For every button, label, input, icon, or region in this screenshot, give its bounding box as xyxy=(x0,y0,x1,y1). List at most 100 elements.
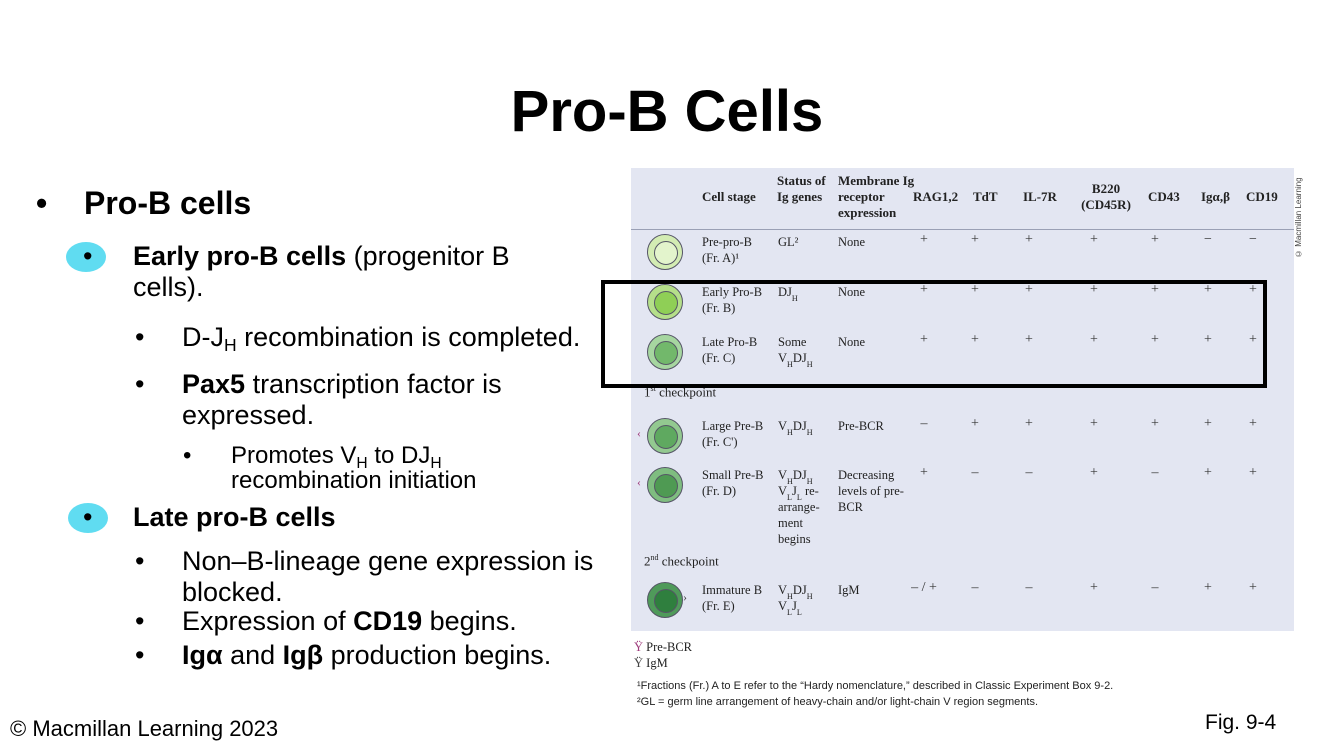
footnote-2: ²GL = germ line arrangement of heavy-cha… xyxy=(637,696,1039,708)
row-ig-status: VHDJH xyxy=(778,419,813,437)
cell-diagram xyxy=(647,284,683,320)
row-cell-stage: Large Pre-B (Fr. C') xyxy=(702,419,764,449)
cell-nucleus xyxy=(654,341,678,365)
cell-diagram xyxy=(647,418,683,454)
marker-expression-sign: – xyxy=(1151,465,1159,480)
header-b220: B220 (CD45R) xyxy=(1081,181,1131,212)
marker-expression-sign: + xyxy=(1090,416,1098,431)
header-cd19: CD19 xyxy=(1246,189,1278,204)
marker-expression-sign: + xyxy=(920,282,928,297)
row-cell-stage: Early Pro-B (Fr. B) xyxy=(702,285,763,315)
row-membrane-expression: None xyxy=(838,285,866,299)
marker-expression-sign: – xyxy=(1025,465,1033,480)
marker-expression-sign: − xyxy=(1204,232,1212,247)
copyright-footer: © Macmillan Learning 2023 xyxy=(10,716,279,741)
marker-expression-sign: + xyxy=(1025,232,1033,247)
marker-expression-sign: + xyxy=(1204,465,1212,480)
marker-expression-sign: + xyxy=(1249,282,1257,297)
row-ig-status: DJH xyxy=(778,285,798,303)
header-rag: RAG1,2 xyxy=(913,189,959,204)
marker-expression-sign: – xyxy=(920,416,928,431)
marker-expression-sign: + xyxy=(1249,465,1257,480)
marker-expression-sign: + xyxy=(1090,232,1098,247)
row-ig-status: GL² xyxy=(778,235,799,249)
legend-pre-bcr: Ÿ Pre-BCR xyxy=(634,640,692,654)
figure-credit: © Macmillan Learning xyxy=(1294,177,1303,258)
header-iga: Igα,β xyxy=(1201,189,1230,204)
row-ig-status: VHDJH VLJL xyxy=(778,583,813,617)
row-membrane-expression: Decreasing levels of pre-BCR xyxy=(838,468,904,514)
marker-expression-sign: + xyxy=(1151,332,1159,347)
cell-diagram xyxy=(647,334,683,370)
cell-diagram xyxy=(647,467,683,503)
row-cell-stage: Small Pre-B (Fr. D) xyxy=(702,468,764,498)
marker-expression-sign: + xyxy=(920,465,928,480)
igm-receptor-icon: › xyxy=(683,590,687,604)
row-cell-stage: Pre-pro-B (Fr. A)¹ xyxy=(702,235,752,265)
footnote-1: ¹Fractions (Fr.) A to E refer to the “Ha… xyxy=(637,680,1114,692)
marker-expression-sign: + xyxy=(1025,282,1033,297)
marker-expression-sign: – xyxy=(1025,580,1033,595)
slide-title: Pro-B Cells xyxy=(510,79,824,144)
row-membrane-expression: None xyxy=(838,335,866,349)
header-il7r: IL-7R xyxy=(1023,189,1057,204)
row-ig-status: Some VHDJH xyxy=(778,335,813,369)
marker-expression-sign: + xyxy=(1204,416,1212,431)
marker-expression-sign: + xyxy=(1090,282,1098,297)
cell-nucleus xyxy=(654,291,678,315)
row-ig-status: VHDJH VLJL re-arrange-ment begins xyxy=(778,468,820,546)
header-tdt: TdT xyxy=(973,189,998,204)
marker-expression-sign: + xyxy=(971,282,979,297)
bullet-text: Pro-B cells xyxy=(84,185,252,221)
marker-expression-sign: + xyxy=(1090,580,1098,595)
row-membrane-expression: None xyxy=(838,235,866,249)
header-cell-stage: Cell stage xyxy=(702,189,756,204)
marker-expression-sign: + xyxy=(1204,282,1212,297)
header-status: Status of Ig genes xyxy=(777,173,826,204)
igm-icon: Ÿ xyxy=(634,656,644,670)
cell-nucleus xyxy=(654,589,678,613)
cell-diagram xyxy=(647,234,683,270)
early-pro-b-label: Early pro-B cells xyxy=(133,241,347,271)
pre-bcr-icon: Ÿ xyxy=(634,640,644,654)
highlight-mark xyxy=(68,503,108,533)
marker-expression-sign: – xyxy=(971,465,979,480)
marker-expression-sign: + xyxy=(1025,416,1033,431)
row-cell-stage: Immature B (Fr. E) xyxy=(702,583,763,613)
marker-expression-sign: – xyxy=(971,580,979,595)
b-cell-development-figure: Cell stage Status of Ig genes Membrane I… xyxy=(631,168,1294,631)
highlight-box xyxy=(601,280,1267,388)
marker-expression-sign: + xyxy=(971,332,979,347)
marker-expression-sign: + xyxy=(971,232,979,247)
cell-nucleus xyxy=(654,425,678,449)
marker-expression-sign: + xyxy=(1151,282,1159,297)
row-membrane-expression: Pre-BCR xyxy=(838,419,884,433)
pre-bcr-receptor-icon: ‹ xyxy=(637,426,641,440)
header-cd43: CD43 xyxy=(1148,189,1180,204)
marker-expression-sign: + xyxy=(971,416,979,431)
marker-expression-sign: − xyxy=(1249,232,1257,247)
marker-expression-sign: + xyxy=(1204,332,1212,347)
marker-expression-sign: + xyxy=(1025,332,1033,347)
cell-nucleus xyxy=(654,474,678,498)
marker-expression-sign: + xyxy=(1249,580,1257,595)
marker-expression-sign: – / + xyxy=(911,580,937,595)
marker-expression-sign: + xyxy=(1249,332,1257,347)
cell-diagram xyxy=(647,582,683,618)
pre-bcr-receptor-icon: ‹ xyxy=(637,475,641,489)
marker-expression-sign: + xyxy=(1151,232,1159,247)
header-divider xyxy=(631,229,1294,230)
figure-number: Fig. 9-4 xyxy=(1205,711,1277,734)
marker-expression-sign: + xyxy=(1151,416,1159,431)
marker-expression-sign: + xyxy=(1204,580,1212,595)
row-cell-stage: Late Pro-B (Fr. C) xyxy=(702,335,758,365)
cell-nucleus xyxy=(654,241,678,265)
marker-expression-sign: – xyxy=(1151,580,1159,595)
highlight-mark xyxy=(66,242,106,272)
marker-expression-sign: + xyxy=(1090,332,1098,347)
checkpoint-2: 2nd checkpoint xyxy=(644,553,719,569)
marker-expression-sign: + xyxy=(920,332,928,347)
header-membrane: Membrane Ig receptor expression xyxy=(838,173,915,220)
legend-igm: Ÿ IgM xyxy=(634,656,668,670)
checkpoint-1: 1st checkpoint xyxy=(644,384,717,400)
